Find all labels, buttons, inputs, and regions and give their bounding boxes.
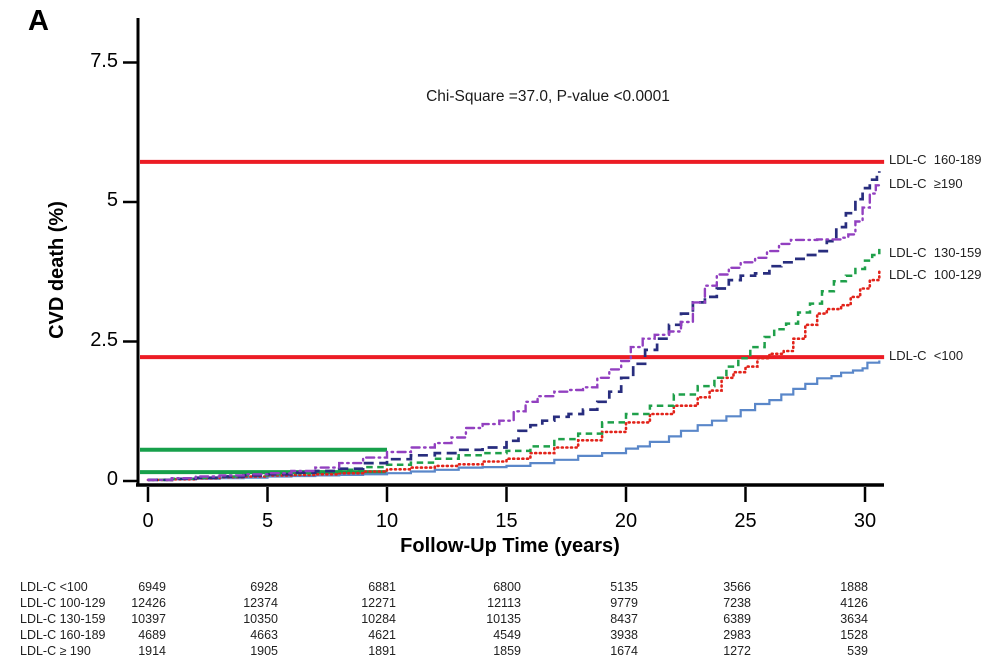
risk-count-cell: 12374	[243, 595, 278, 610]
curve-ldl-c-160-189	[148, 171, 881, 482]
risk-count-cell: 4663	[250, 627, 278, 642]
risk-count-cell: 1905	[250, 643, 278, 658]
risk-count-cell: 8437	[610, 611, 638, 626]
risk-count-cell: 7238	[723, 595, 751, 610]
risk-count-cell: 1914	[138, 643, 166, 658]
risk-count-cell: 10350	[243, 611, 278, 626]
curve-label-ldl-c-190: LDL-C ≥190	[889, 175, 963, 191]
risk-count-cell: 1528	[840, 627, 868, 642]
risk-row-label: LDL-C <100	[20, 580, 88, 594]
risk-count-cell: 539	[847, 643, 868, 658]
y-axis-title: CVD death (%)	[46, 201, 68, 339]
x-tick-label: 5	[261, 510, 274, 532]
x-tick-label: 30	[853, 510, 877, 532]
y-tick-label: 7.5	[90, 49, 118, 72]
risk-count-cell: 4689	[138, 627, 166, 642]
risk-count-cell: 12113	[487, 595, 521, 610]
risk-count-cell: 3566	[723, 580, 751, 594]
x-tick-label: 0	[142, 510, 154, 532]
curve-ldl-c-190	[146, 180, 881, 482]
y-tick-label: 5	[106, 189, 118, 211]
curve-label-ldl-c-130-159: LDL-C 130-159	[889, 245, 982, 261]
x-tick-label: 20	[614, 510, 638, 532]
risk-row-label: LDL-C 100-129	[20, 595, 106, 610]
risk-count-cell: 12426	[131, 595, 166, 610]
risk-count-cell: 1891	[368, 643, 396, 658]
risk-count-cell: 10284	[361, 611, 396, 626]
x-tick-label: 15	[495, 510, 518, 532]
risk-count-cell: 2983	[723, 627, 751, 642]
risk-count-cell: 4621	[368, 627, 396, 642]
risk-count-cell: 6881	[368, 580, 396, 594]
curve-label-ldl-c-100: LDL-C <100	[889, 348, 964, 363]
risk-count-cell: 4126	[840, 595, 868, 610]
curve-label-ldl-c-160-189: LDL-C 160-189	[889, 152, 982, 168]
risk-row-label: LDL-C ≥ 190	[20, 643, 91, 658]
risk-count-cell: 5135	[610, 580, 638, 594]
risk-count-cell: 12271	[361, 595, 396, 610]
risk-count-cell: 4549	[493, 627, 521, 642]
risk-row-label: LDL-C 160-189	[20, 627, 106, 642]
risk-count-cell: 6800	[493, 580, 521, 594]
y-tick-label: 2.5	[90, 328, 118, 351]
risk-count-cell: 1859	[493, 643, 521, 658]
risk-count-cell: 9779	[610, 595, 638, 610]
risk-count-cell: 1272	[723, 643, 751, 658]
risk-count-cell: 10397	[131, 611, 166, 626]
chi-square-annotation: Chi-Square =37.0, P-value <0.0001	[426, 88, 670, 105]
curve-label-ldl-c-100-129: LDL-C 100-129	[889, 266, 982, 282]
risk-count-cell: 1888	[840, 580, 868, 594]
risk-count-cell: 1674	[610, 643, 638, 658]
x-tick-label: 25	[734, 510, 757, 532]
y-tick-label: 0	[106, 468, 118, 490]
risk-count-cell: 3938	[610, 627, 638, 642]
risk-count-cell: 10135	[486, 611, 521, 626]
risk-count-cell: 6928	[250, 580, 278, 594]
risk-count-cell: 6949	[138, 580, 166, 594]
x-axis-title: Follow-Up Time (years)	[400, 535, 620, 557]
curve-ldl-c-100	[148, 360, 881, 481]
panel-label: A	[28, 5, 49, 37]
risk-count-cell: 3634	[840, 611, 868, 626]
x-tick-label: 10	[375, 510, 399, 532]
risk-row-label: LDL-C 130-159	[20, 611, 106, 626]
curve-ldl-c-130-159	[148, 248, 881, 482]
curve-ldl-c-100-129	[146, 269, 881, 482]
risk-count-cell: 6389	[723, 611, 751, 626]
